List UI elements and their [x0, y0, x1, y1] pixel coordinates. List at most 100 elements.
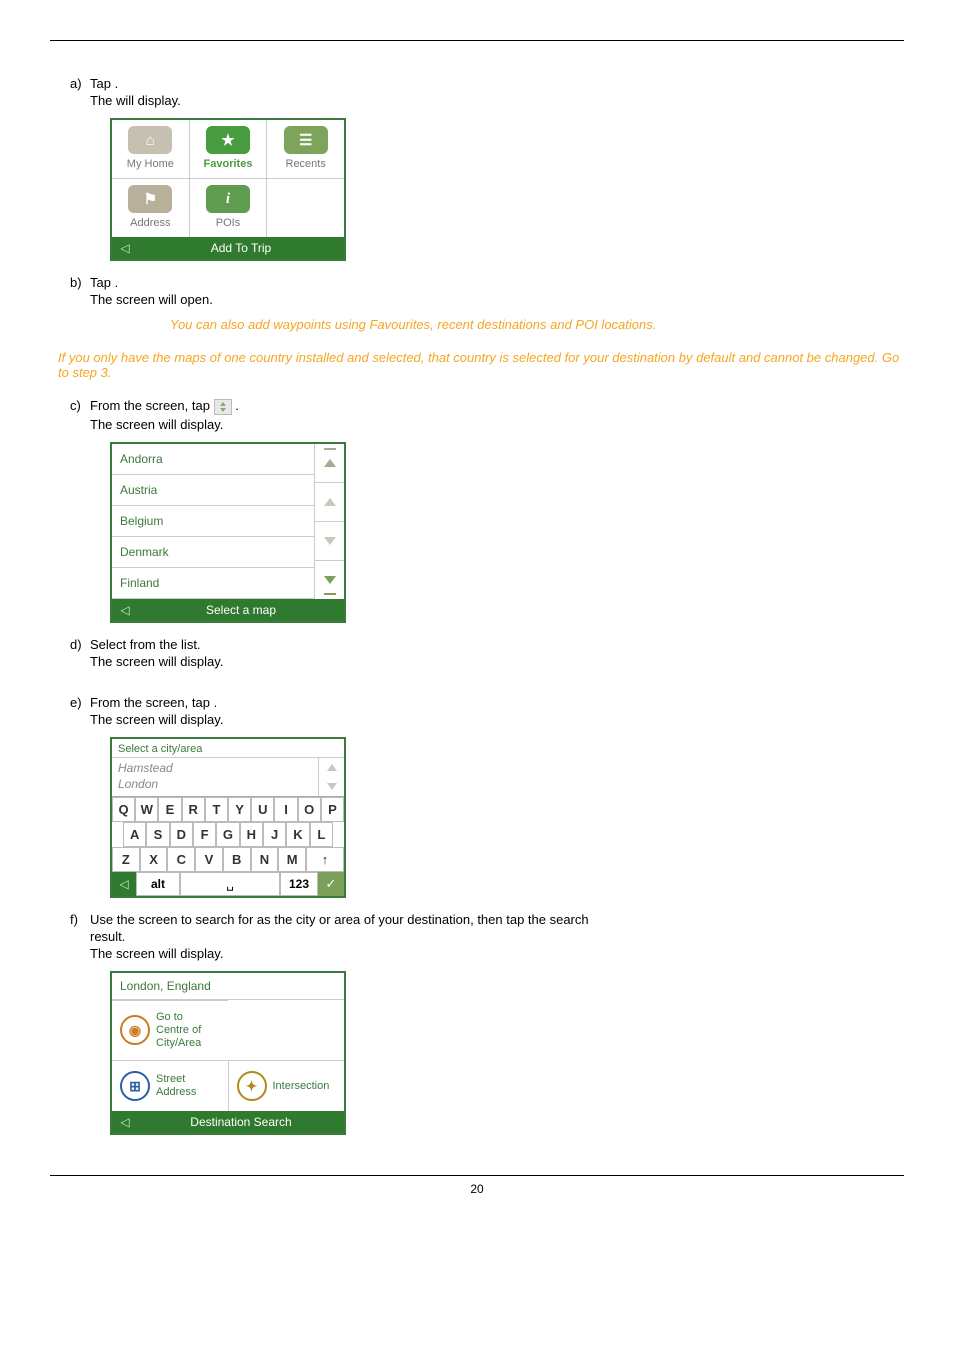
back-icon[interactable]: ◁ — [112, 872, 136, 896]
step-c: c) From the screen, tap . The screen wil… — [50, 398, 904, 434]
search-result[interactable]: Hamstead — [118, 760, 312, 776]
fig4-header: London, England — [112, 973, 344, 1000]
results-scroll-up[interactable] — [319, 758, 344, 777]
back-icon[interactable]: ◁ — [112, 241, 138, 255]
key[interactable]: T — [205, 797, 228, 822]
centre-icon: ◉ — [120, 1015, 150, 1045]
step-f-line3b: screen will display. — [116, 946, 223, 961]
results-scroll-down[interactable] — [319, 777, 344, 796]
tab-pois[interactable]: i POIs — [189, 178, 267, 237]
scroll-bottom-button[interactable] — [315, 561, 344, 599]
poi-icon: i — [206, 185, 250, 213]
list-item[interactable]: Austria — [112, 475, 314, 506]
figure-destination-search: London, England ◉ Go to Centre of City/A… — [110, 971, 904, 1136]
key[interactable]: E — [158, 797, 181, 822]
key[interactable]: Z — [112, 847, 140, 872]
step-a-line1a: Tap — [90, 76, 115, 91]
street-icon: ⊞ — [120, 1071, 150, 1101]
step-f-letter: f) — [50, 912, 90, 963]
confirm-button[interactable] — [318, 872, 344, 896]
centre-l3: City/Area — [156, 1037, 201, 1050]
list-item[interactable]: Finland — [112, 568, 314, 599]
key[interactable]: D — [170, 822, 193, 847]
fig2-footer-title: Select a map — [138, 603, 344, 617]
step-e-line1c: . — [214, 695, 218, 710]
centre-l1: Go to — [156, 1011, 201, 1024]
key[interactable]: W — [135, 797, 158, 822]
scroll-down-button[interactable] — [315, 522, 344, 561]
scroll-up-button[interactable] — [315, 483, 344, 522]
tab-address[interactable]: ⚑ Address — [112, 178, 189, 237]
option-intersection[interactable]: ✦ Intersection — [228, 1060, 345, 1111]
step-b-line2a: The — [90, 292, 116, 307]
step-d-line2b: screen will display. — [116, 654, 223, 669]
key[interactable]: C — [167, 847, 195, 872]
key[interactable]: P — [321, 797, 344, 822]
step-f: f) Use the screen to search for as the c… — [50, 912, 904, 963]
list-item[interactable]: Denmark — [112, 537, 314, 568]
step-d: d) Select from the list. The screen will… — [50, 637, 904, 671]
step-f-line3a: The — [90, 946, 116, 961]
step-a-letter: a) — [50, 76, 90, 110]
step-f-line1c: as the city or area of your destination,… — [257, 912, 589, 927]
step-c-letter: c) — [50, 398, 90, 434]
step-e-line1a: From the — [90, 695, 146, 710]
step-a-line2a: The — [90, 93, 116, 108]
alt-key[interactable]: alt — [136, 872, 180, 896]
key[interactable]: H — [240, 822, 263, 847]
key[interactable]: R — [182, 797, 205, 822]
tab-favorites-label: Favorites — [194, 158, 263, 170]
step-d-letter: d) — [50, 637, 90, 671]
step-b-letter: b) — [50, 275, 90, 309]
note-waypoints: You can also add waypoints using Favouri… — [170, 317, 904, 332]
step-c-line2a: The — [90, 417, 116, 432]
key[interactable]: B — [223, 847, 251, 872]
key[interactable]: F — [193, 822, 216, 847]
key[interactable]: M — [278, 847, 306, 872]
step-b-line2b: screen will open. — [116, 292, 213, 307]
tab-address-label: Address — [116, 217, 185, 229]
key[interactable]: A — [123, 822, 146, 847]
search-result[interactable]: London — [118, 776, 312, 792]
tab-favorites[interactable]: ★ Favorites — [189, 120, 267, 178]
page-number: 20 — [50, 1175, 904, 1196]
figure-keyboard: Select a city/area Hamstead London Q W E… — [110, 737, 904, 898]
step-c-line2b: screen will display. — [116, 417, 223, 432]
step-e: e) From the screen, tap . The screen wil… — [50, 695, 904, 729]
key[interactable]: O — [298, 797, 321, 822]
space-key[interactable]: ␣ — [180, 872, 280, 896]
tab-recents[interactable]: ☰ Recents — [266, 120, 344, 178]
key[interactable]: Q — [112, 797, 135, 822]
tab-my-home[interactable]: ⌂ My Home — [112, 120, 189, 178]
step-d-line1b: from the list. — [130, 637, 201, 652]
key[interactable]: L — [310, 822, 333, 847]
option-go-to-centre[interactable]: ◉ Go to Centre of City/Area — [112, 1000, 228, 1061]
list-item[interactable]: Belgium — [112, 506, 314, 537]
key[interactable]: Y — [228, 797, 251, 822]
key[interactable]: K — [286, 822, 309, 847]
step-e-line2b: screen will display. — [116, 712, 223, 727]
back-icon[interactable]: ◁ — [112, 603, 138, 617]
key[interactable]: X — [140, 847, 168, 872]
key[interactable]: S — [146, 822, 169, 847]
key[interactable]: G — [216, 822, 239, 847]
key[interactable]: U — [251, 797, 274, 822]
step-b-line1b: . — [115, 275, 119, 290]
back-icon[interactable]: ◁ — [112, 1115, 138, 1129]
key[interactable]: N — [251, 847, 279, 872]
numeric-key[interactable]: 123 — [280, 872, 318, 896]
key[interactable]: V — [195, 847, 223, 872]
list-item[interactable]: Andorra — [112, 444, 314, 475]
tab-pois-label: POIs — [194, 217, 263, 229]
step-c-line1b: screen, tap — [146, 398, 214, 413]
scroll-top-button[interactable] — [315, 444, 344, 483]
key[interactable]: I — [274, 797, 297, 822]
step-c-line1c: . — [235, 398, 239, 413]
address-icon: ⚑ — [128, 185, 172, 213]
intersection-label: Intersection — [273, 1080, 330, 1093]
key[interactable]: J — [263, 822, 286, 847]
option-street-address[interactable]: ⊞ Street Address — [112, 1060, 228, 1111]
step-e-line2a: The — [90, 712, 116, 727]
shift-key[interactable]: ↑ — [306, 847, 344, 872]
fig1-footer-title: Add To Trip — [138, 241, 344, 255]
